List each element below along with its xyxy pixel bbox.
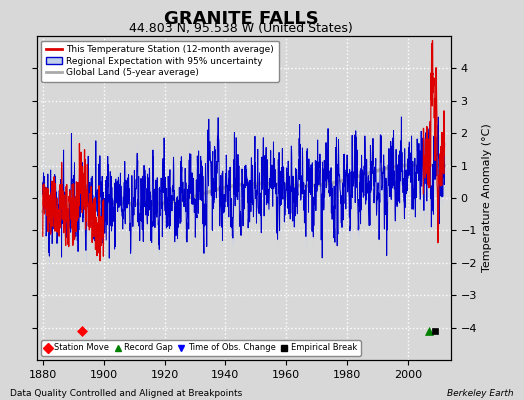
- Text: GRANITE FALLS: GRANITE FALLS: [163, 10, 319, 28]
- Text: Data Quality Controlled and Aligned at Breakpoints: Data Quality Controlled and Aligned at B…: [10, 389, 243, 398]
- Text: Berkeley Earth: Berkeley Earth: [447, 389, 514, 398]
- Legend: Station Move, Record Gap, Time of Obs. Change, Empirical Break: Station Move, Record Gap, Time of Obs. C…: [41, 340, 361, 356]
- Y-axis label: Temperature Anomaly (°C): Temperature Anomaly (°C): [483, 124, 493, 272]
- Text: 44.803 N, 95.538 W (United States): 44.803 N, 95.538 W (United States): [129, 22, 353, 35]
